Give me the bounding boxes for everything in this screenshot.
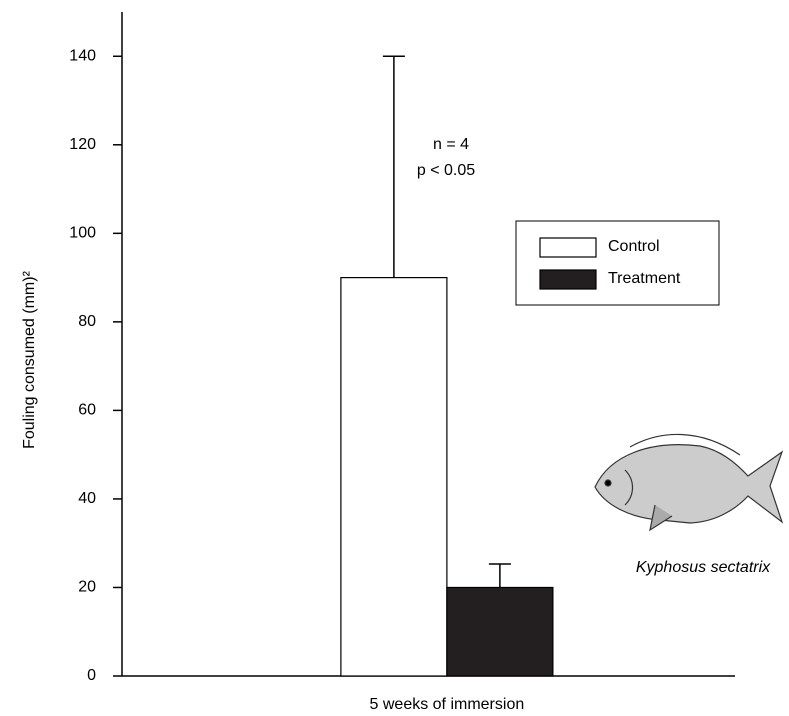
x-tick-label: 5 weeks of immersion [370,696,525,713]
annotation: n = 4 [433,136,469,153]
y-axis-label: Fouling consumed (mm)² [21,270,38,449]
y-tick-label: 80 [78,313,96,330]
fish-illustration [594,433,784,532]
error-bar [382,55,405,278]
legend-swatch [539,237,597,258]
legend-box [515,220,720,306]
y-tick-label: 40 [78,490,96,507]
error-bar [488,563,511,588]
image-caption: Kyphosus sectatrix [636,559,771,576]
bar [446,586,554,677]
y-tick-label: 60 [78,402,96,419]
legend-label: Treatment [608,270,681,287]
y-tick-label: 120 [69,136,96,153]
y-tick-label: 20 [78,579,96,596]
bar [340,277,448,677]
y-tick-label: 140 [69,47,96,64]
y-tick-label: 100 [69,225,96,242]
legend-swatch [539,269,597,290]
y-tick-label: 0 [87,667,96,684]
legend-label: Control [608,238,660,255]
annotation: p < 0.05 [417,162,475,179]
